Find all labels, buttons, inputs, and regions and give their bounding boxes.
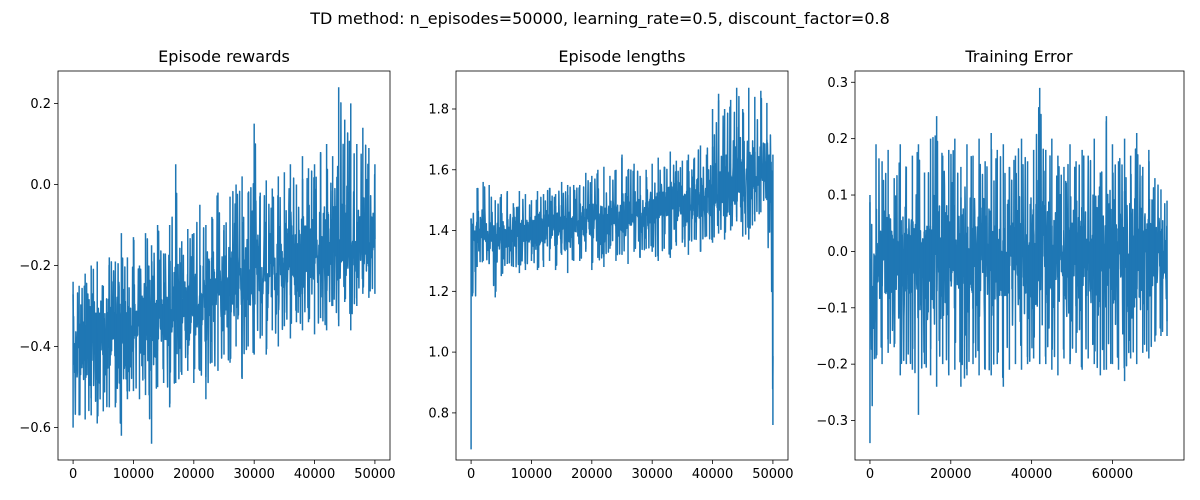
panel-episode-lengths: Episode lengths 0 10000 20000 30000 40000 500… — [428, 47, 793, 482]
x-tick-label: 40000 — [294, 467, 335, 482]
y-tick-label: −0.1 — [816, 301, 848, 316]
y-tick-label: −0.2 — [816, 358, 848, 373]
y-tick-label: 0.3 — [827, 76, 848, 91]
x-tick-label: 30000 — [632, 467, 673, 482]
y-tick-label: 1.8 — [428, 102, 449, 117]
x-tick-label: 40000 — [1011, 467, 1052, 482]
axes-frame — [854, 70, 1185, 461]
panel-title: Episode rewards — [158, 47, 290, 66]
y-tick-label: 0.2 — [30, 97, 51, 112]
y-tick-label: −0.4 — [19, 340, 51, 355]
y-tick-label: 0.0 — [827, 245, 848, 260]
series-line — [869, 106, 1168, 407]
x-tick-label: 0 — [467, 467, 475, 482]
x-tick-label: 20000 — [173, 467, 214, 482]
y-tick-label: −0.3 — [816, 414, 848, 429]
panel-title: Episode lengths — [558, 47, 685, 66]
x-tick-label: 50000 — [752, 467, 793, 482]
x-tick-label: 40000 — [692, 467, 733, 482]
axes-frame — [455, 70, 789, 461]
y-tick-label: −0.2 — [19, 259, 51, 274]
y-tick-label: 1.4 — [428, 224, 449, 239]
y-tick-label: 1.2 — [428, 285, 449, 300]
y-tick-label: −0.6 — [19, 421, 51, 436]
x-tick-label: 60000 — [1092, 467, 1133, 482]
panel-title: Training Error — [964, 47, 1073, 66]
x-tick-label: 30000 — [234, 467, 275, 482]
y-tick-label: 0.1 — [827, 189, 848, 204]
x-tick-label: 50000 — [354, 467, 395, 482]
panel-episode-rewards: Episode rewards 0 10000 20000 30000 40000 500… — [19, 47, 395, 482]
figure-suptitle: TD method: n_episodes=50000, learning_ra… — [309, 9, 890, 29]
x-tick-label: 20000 — [930, 467, 971, 482]
y-tick-label: 0.8 — [428, 406, 449, 421]
x-tick-label: 10000 — [113, 467, 154, 482]
y-tick-label: 1.0 — [428, 346, 449, 361]
y-tick-label: 0.2 — [827, 132, 848, 147]
y-tick-label: 0.0 — [30, 178, 51, 193]
x-tick-label: 10000 — [511, 467, 552, 482]
y-tick-label: 1.6 — [428, 163, 449, 178]
x-tick-label: 0 — [866, 467, 874, 482]
panel-training-error: Training Error 0 20000 40000 60000 −0.3 −0.2 −… — [816, 47, 1185, 482]
x-tick-label: 20000 — [571, 467, 612, 482]
x-tick-label: 0 — [69, 467, 77, 482]
